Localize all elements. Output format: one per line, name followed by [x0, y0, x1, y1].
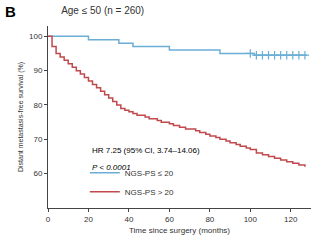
svg-text:80: 80: [205, 215, 214, 224]
svg-text:100: 100: [244, 215, 258, 224]
svg-text:90: 90: [33, 66, 42, 75]
svg-text:20: 20: [84, 215, 93, 224]
svg-text:Time since surgery (months): Time since surgery (months): [129, 226, 230, 235]
svg-text:0: 0: [46, 215, 51, 224]
svg-text:120: 120: [284, 215, 298, 224]
svg-text:70: 70: [33, 135, 42, 144]
svg-text:Age ≤ 50 (n = 260): Age ≤ 50 (n = 260): [61, 5, 144, 16]
svg-text:60: 60: [33, 169, 42, 178]
svg-text:100: 100: [29, 32, 43, 41]
svg-text:80: 80: [33, 101, 42, 110]
svg-text:40: 40: [124, 215, 133, 224]
svg-text:P < 0.0001: P < 0.0001: [92, 163, 131, 172]
svg-text:60: 60: [165, 215, 174, 224]
svg-text:NGS-PS ≤ 20: NGS-PS ≤ 20: [125, 169, 174, 178]
svg-text:HR 7.25 (95% CI, 3.74–14.06): HR 7.25 (95% CI, 3.74–14.06): [92, 146, 200, 155]
svg-text:Distant metastasis-free surviv: Distant metastasis-free survival (%): [17, 62, 25, 172]
svg-text:B: B: [5, 3, 16, 20]
svg-text:NGS-PS > 20: NGS-PS > 20: [125, 188, 174, 197]
